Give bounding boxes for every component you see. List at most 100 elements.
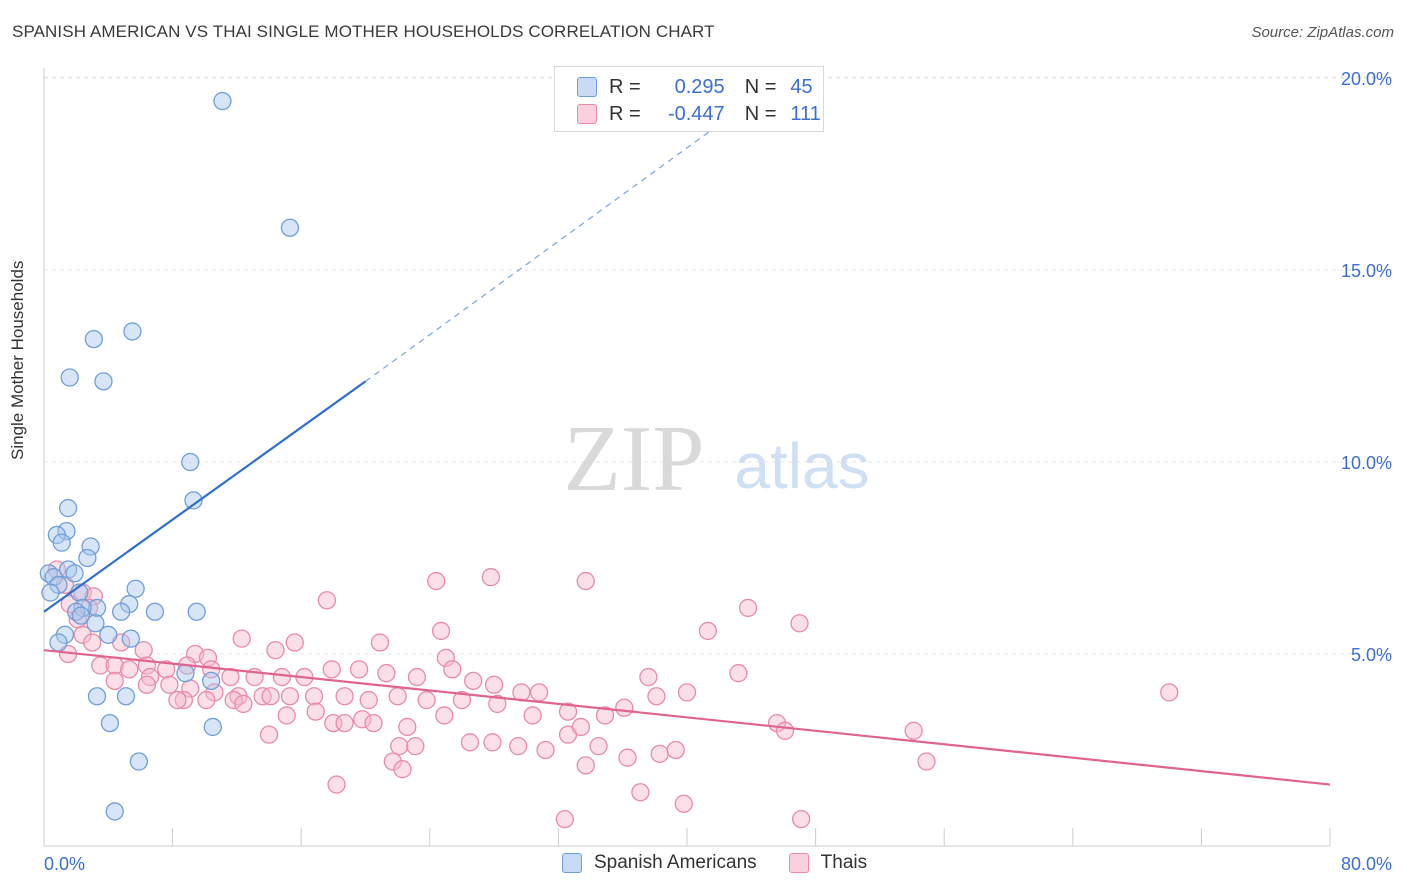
y-tick-labels: 5.0% 10.0% 15.0% 20.0% xyxy=(1341,69,1392,665)
thais-point xyxy=(383,752,402,771)
thais-point xyxy=(261,687,280,706)
spanish-americans-point xyxy=(84,329,103,349)
thais-point xyxy=(460,733,480,752)
thais-trend-line xyxy=(43,649,1331,786)
spanish-americans-point xyxy=(280,218,300,237)
thais-point xyxy=(174,690,194,710)
thais-point xyxy=(234,694,253,714)
x-tick-labels: 0.0% 80.0% xyxy=(44,854,1392,874)
spanish-americans-point xyxy=(87,687,107,706)
thais-point xyxy=(639,667,658,687)
thais-point xyxy=(272,667,292,687)
correlation-legend: R = 0.295 N = 45 R = -0.447 N = 111 xyxy=(554,66,824,132)
thais-point xyxy=(555,809,574,829)
legend-r-label: R = xyxy=(609,75,641,98)
thais-point xyxy=(452,690,472,710)
thais-point xyxy=(304,687,324,706)
thais-point xyxy=(407,667,427,687)
spanish-americans-point xyxy=(184,491,203,510)
thais-point xyxy=(83,633,102,652)
thais-point xyxy=(317,591,337,610)
legend-row-spanish-americans: R = 0.295 N = 45 xyxy=(577,75,813,99)
legend-r-value: 0.295 xyxy=(674,75,725,98)
thais-point xyxy=(280,687,300,706)
thais-point xyxy=(370,633,390,652)
thais-point xyxy=(105,671,124,691)
thais-point xyxy=(674,794,693,813)
thais-point xyxy=(232,629,251,648)
thais-point xyxy=(729,664,748,683)
thais-point xyxy=(364,713,383,733)
thais-point xyxy=(589,737,608,756)
spanish-americans-point xyxy=(202,671,221,691)
thais-point xyxy=(595,706,615,725)
thais-point xyxy=(904,721,923,740)
thais-point xyxy=(327,775,346,794)
thais-point xyxy=(615,698,634,717)
thais-point xyxy=(677,683,697,702)
legend-n-value: 111 xyxy=(790,102,821,125)
thais-point xyxy=(137,675,157,694)
spanish-americans-point xyxy=(94,372,113,391)
thais-point xyxy=(431,621,451,641)
thais-point xyxy=(576,756,595,775)
series-swatch-pink xyxy=(788,853,809,873)
thais-point xyxy=(436,648,456,667)
spanish-americans-point xyxy=(187,602,206,621)
spanish-americans-point xyxy=(176,664,195,683)
watermark-zip: ZIP xyxy=(564,407,705,511)
thais-point xyxy=(335,713,354,733)
y-tick-label: 20.0% xyxy=(1341,69,1392,89)
thais-point xyxy=(73,625,92,644)
thais-point xyxy=(406,737,425,756)
spanish-americans-point xyxy=(99,625,118,644)
y-tick-label: 10.0% xyxy=(1341,453,1392,473)
thais-point xyxy=(359,690,378,710)
thais-point xyxy=(84,587,103,606)
spanish-americans-point xyxy=(86,614,105,633)
thais-point xyxy=(277,706,296,725)
x-tick-label: 80.0% xyxy=(1341,854,1392,874)
thais-point xyxy=(388,687,407,706)
spanish-americans-point xyxy=(87,598,107,618)
series-legend: Spanish Americans Thais xyxy=(562,852,899,874)
thais-point xyxy=(631,783,650,802)
thais-point xyxy=(134,641,153,660)
series-legend-label: Spanish Americans xyxy=(594,852,757,873)
series-swatch-blue xyxy=(562,853,582,873)
watermark-atlas: atlas xyxy=(734,430,869,502)
spanish-americans-point xyxy=(81,537,100,556)
spanish-americans-point xyxy=(121,629,140,648)
trend-lines xyxy=(43,89,1331,786)
spanish-americans-point xyxy=(57,521,76,541)
legend-n-label: N = xyxy=(744,102,777,125)
thais-point xyxy=(349,660,369,679)
spanish-americans-points xyxy=(39,91,300,821)
spanish-americans-point xyxy=(71,606,91,625)
thais-point xyxy=(536,740,555,760)
thais-point xyxy=(790,614,809,633)
thais-point xyxy=(197,690,216,710)
thais-point xyxy=(558,702,578,721)
spanish-americans-point xyxy=(105,802,124,821)
legend-r-value: -0.447 xyxy=(667,102,725,125)
thais-point xyxy=(377,664,396,683)
spanish-americans-point xyxy=(123,322,142,341)
spanish-americans-point xyxy=(52,533,71,552)
thais-point xyxy=(647,687,666,706)
thais-point xyxy=(791,809,811,829)
thais-point xyxy=(484,675,504,694)
spanish-americans-point xyxy=(126,579,145,598)
thais-point xyxy=(335,687,354,706)
thais-point xyxy=(435,706,454,725)
series-legend-item-spanish-americans: Spanish Americans xyxy=(562,852,757,874)
thais-point xyxy=(322,660,341,679)
thais-point xyxy=(666,740,685,760)
legend-n-value: 45 xyxy=(790,75,813,98)
axes xyxy=(43,68,1331,847)
thais-point xyxy=(698,621,718,641)
thais-point xyxy=(393,760,412,779)
thais-point xyxy=(443,660,462,679)
thais-point xyxy=(571,717,591,737)
